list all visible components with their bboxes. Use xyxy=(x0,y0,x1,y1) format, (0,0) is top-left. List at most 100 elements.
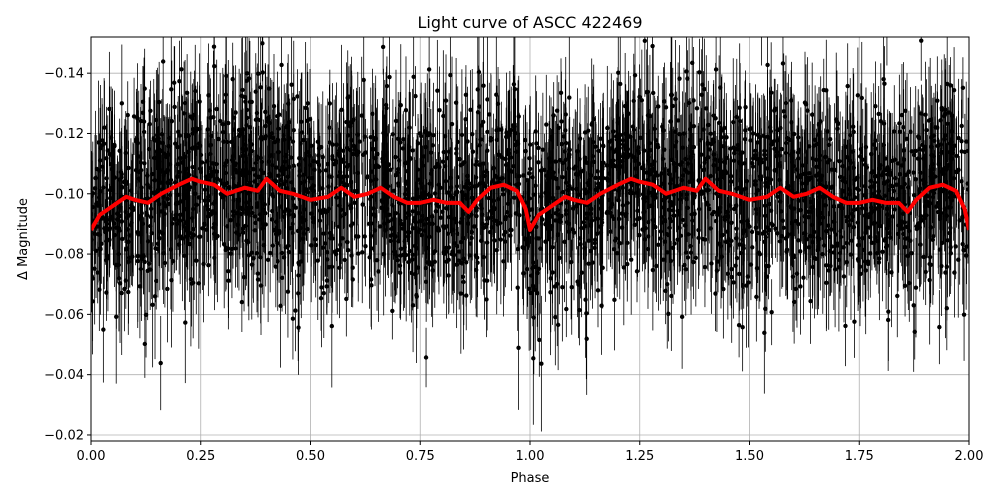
data-point xyxy=(923,269,928,275)
data-point xyxy=(423,355,429,360)
data-point xyxy=(661,257,666,262)
data-point xyxy=(591,116,596,122)
data-point xyxy=(667,171,672,177)
data-point xyxy=(590,260,595,265)
data-point xyxy=(554,108,560,113)
data-point xyxy=(820,215,826,220)
data-point xyxy=(667,225,672,231)
data-point xyxy=(959,179,964,184)
data-point xyxy=(734,226,739,231)
data-point xyxy=(592,237,598,243)
data-point xyxy=(368,178,374,184)
data-point xyxy=(194,258,199,263)
data-point xyxy=(615,250,620,256)
data-point xyxy=(634,190,640,195)
data-point xyxy=(218,191,224,197)
data-point xyxy=(158,360,163,366)
data-point xyxy=(697,70,702,75)
data-point xyxy=(963,139,969,144)
data-point xyxy=(632,222,638,228)
data-point xyxy=(692,195,697,200)
data-point xyxy=(441,113,446,119)
data-point xyxy=(612,246,617,252)
data-point xyxy=(415,265,421,270)
data-point xyxy=(406,144,412,150)
data-point xyxy=(239,299,245,305)
data-point xyxy=(423,265,428,271)
data-point xyxy=(542,167,547,173)
data-point xyxy=(357,139,362,144)
data-point xyxy=(901,148,906,153)
data-point xyxy=(184,90,190,96)
data-point xyxy=(480,119,486,125)
data-point xyxy=(472,184,478,189)
data-point xyxy=(954,153,959,159)
data-point xyxy=(206,262,211,268)
data-point xyxy=(289,82,294,87)
data-point xyxy=(800,163,805,168)
data-point xyxy=(651,90,656,96)
data-point xyxy=(858,271,863,277)
data-point xyxy=(799,181,804,186)
data-point xyxy=(133,168,139,173)
data-point xyxy=(731,158,737,163)
data-point xyxy=(655,173,660,178)
data-point xyxy=(919,111,924,116)
data-points xyxy=(91,37,969,432)
data-point xyxy=(290,230,295,236)
data-point xyxy=(719,169,724,174)
data-point xyxy=(312,167,317,172)
data-point xyxy=(340,236,345,241)
data-point xyxy=(433,209,438,214)
data-point xyxy=(564,306,569,312)
data-point xyxy=(265,115,271,121)
data-point xyxy=(783,150,789,156)
data-point xyxy=(396,136,401,142)
data-point xyxy=(191,112,197,118)
data-point xyxy=(717,207,722,212)
data-point xyxy=(575,149,580,154)
data-point xyxy=(312,236,318,242)
data-point xyxy=(390,217,395,222)
data-point xyxy=(934,204,939,209)
data-point xyxy=(844,259,849,265)
data-point xyxy=(818,177,824,183)
data-point xyxy=(895,293,900,299)
data-point xyxy=(346,94,352,99)
data-point xyxy=(529,273,534,278)
data-point xyxy=(646,220,651,225)
data-point xyxy=(937,324,942,330)
data-point xyxy=(475,110,481,115)
data-point xyxy=(222,242,227,247)
data-point xyxy=(680,145,685,150)
data-point xyxy=(483,183,488,189)
data-point xyxy=(882,156,888,161)
data-point xyxy=(344,174,350,179)
data-point xyxy=(713,218,719,224)
data-point xyxy=(243,223,248,229)
data-point xyxy=(214,161,219,167)
data-point xyxy=(837,158,842,164)
data-point xyxy=(482,278,487,283)
data-point xyxy=(299,130,305,135)
data-point xyxy=(779,234,784,239)
data-point xyxy=(411,74,416,79)
data-point xyxy=(777,153,782,158)
data-point xyxy=(595,288,601,293)
data-point xyxy=(319,285,324,290)
data-point xyxy=(738,190,744,195)
data-point xyxy=(442,133,448,139)
data-point xyxy=(558,90,564,96)
data-point xyxy=(700,82,705,87)
data-point xyxy=(108,214,113,220)
data-point xyxy=(387,74,392,80)
data-point xyxy=(443,98,449,103)
data-point xyxy=(665,282,670,287)
data-point xyxy=(325,161,330,167)
data-point xyxy=(609,201,615,207)
data-point xyxy=(739,219,744,224)
data-point xyxy=(273,264,279,269)
data-point xyxy=(104,290,109,295)
data-point xyxy=(805,108,810,113)
data-point xyxy=(865,225,870,230)
